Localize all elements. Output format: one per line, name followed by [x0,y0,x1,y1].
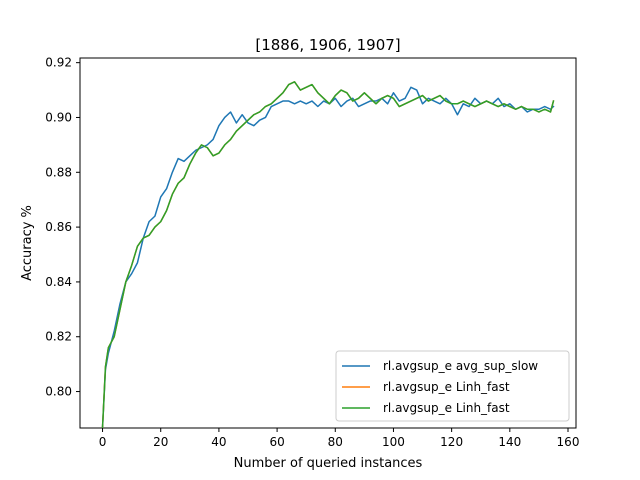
x-tick-label: 140 [498,435,521,449]
legend: rl.avgsup_e avg_sup_slow rl.avgsup_e Linh… [335,350,570,422]
legend-label-3: rl.avgsup_e Linh_fast [383,401,510,415]
x-tick-label: 0 [99,435,107,449]
y-tick-label: 0.80 [45,385,72,399]
series-layer [101,81,555,428]
series-line-3 [101,81,555,428]
x-tick-label: 80 [328,435,343,449]
x-tick-label: 120 [440,435,463,449]
y-tick-label: 0.84 [45,275,72,289]
y-tick-label: 0.86 [45,220,72,234]
y-tick-label: 0.92 [45,56,72,70]
legend-label-1: rl.avgsup_e avg_sup_slow [383,359,538,373]
chart-title: [1886, 1906, 1907] [255,36,400,54]
axes-frame [79,57,577,429]
legend-box [335,350,570,422]
series-line-1 [101,86,555,428]
y-tick-label: 0.90 [45,110,72,124]
x-tick-label: 160 [557,435,580,449]
y-tick-label: 0.82 [45,330,72,344]
y-tick-label: 0.88 [45,165,72,179]
x-tick-label: 40 [211,435,226,449]
y-axis-label: Accuracy % [20,205,35,281]
x-tick-label: 20 [153,435,168,449]
plot-area [79,57,577,429]
legend-label-2: rl.avgsup_e Linh_fast [383,380,510,394]
x-tick-label: 100 [382,435,405,449]
ticks-layer: 0 20 40 60 80 100 120 140 160 0.80 0.82 0.84 0.86 0.8… [45,56,579,449]
x-axis-label: Number of queried instances [234,456,423,471]
x-tick-label: 60 [269,435,284,449]
